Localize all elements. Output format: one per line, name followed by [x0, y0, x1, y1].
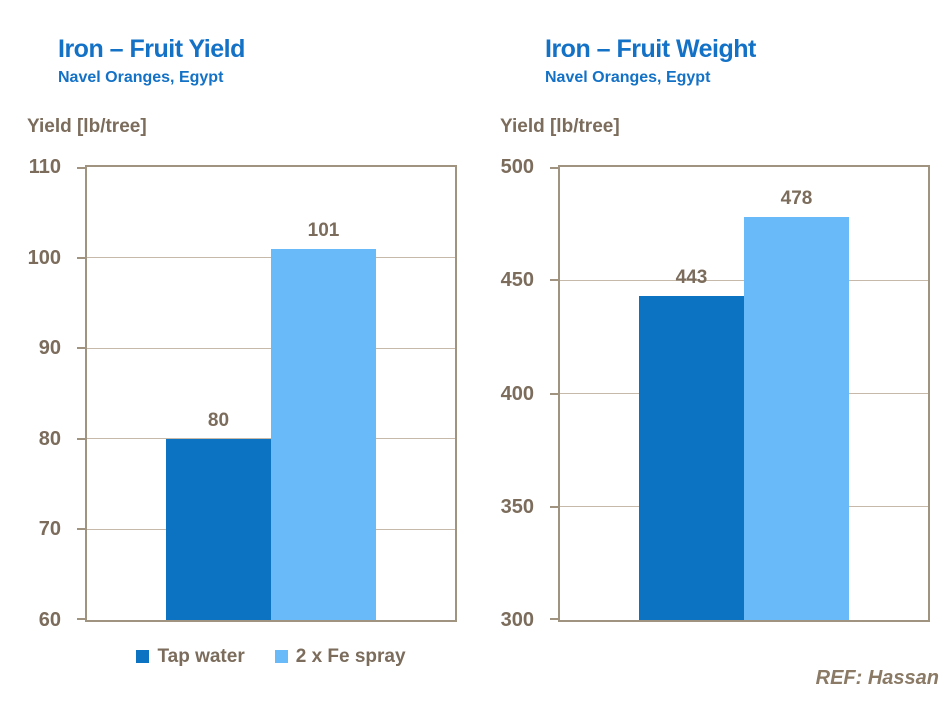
y-tick-label: 450: [500, 269, 534, 292]
chart-fruit-weight: Iron – Fruit Weight Navel Oranges, Egypt…: [473, 0, 949, 709]
plot-area: 60 70 80 90 100 110 80 101: [28, 157, 457, 630]
y-axis-tick: [550, 618, 558, 620]
y-axis-tick: [77, 437, 85, 440]
legend-item-fe-spray: 2 x Fe spray: [274, 645, 406, 667]
y-axis-tick: [77, 256, 85, 259]
y-axis-tick: [77, 618, 85, 620]
y-axis-tick: [550, 505, 558, 508]
y-tick-label: 70: [38, 518, 61, 541]
bar-tap-water: [166, 438, 271, 620]
y-tick-label: 110: [28, 156, 61, 178]
legend-item-tap-water: Tap water: [136, 645, 245, 667]
bar-value-label: 101: [307, 219, 340, 241]
bar-tap-water: [639, 296, 744, 620]
bar-value-label: 80: [207, 409, 230, 431]
chart-title: Iron – Fruit Weight: [545, 35, 756, 63]
y-tick-label: 500: [500, 156, 534, 178]
y-tick-label: 90: [38, 337, 61, 360]
chart-subtitle: Navel Oranges, Egypt: [58, 69, 224, 86]
legend-swatch-dark-blue: [136, 649, 150, 663]
plot-area: 300 350 400 450 500 443 478: [501, 157, 930, 630]
y-axis-tick: [77, 167, 85, 169]
legend: Tap water 2 x Fe spray: [85, 645, 457, 667]
y-axis-tick: [550, 167, 558, 169]
chart-fruit-yield: Iron – Fruit Yield Navel Oranges, Egypt …: [0, 0, 473, 709]
y-tick-label: 400: [500, 382, 534, 405]
y-tick-label: 100: [27, 246, 61, 269]
y-tick-label: 60: [38, 609, 61, 631]
chart-subtitle: Navel Oranges, Egypt: [545, 69, 711, 86]
bar-value-label: 443: [675, 267, 708, 289]
bar-2-x-fe-spray: [744, 216, 849, 620]
legend-label: 2 x Fe spray: [295, 645, 406, 667]
y-tick-label: 80: [38, 427, 61, 450]
bar-value-label: 478: [780, 187, 813, 209]
bar-2-x-fe-spray: [271, 248, 376, 620]
y-tick-label: 300: [500, 609, 534, 631]
y-tick-label: 350: [500, 495, 534, 518]
legend-swatch-light-blue: [274, 649, 288, 663]
legend-label: Tap water: [157, 645, 245, 667]
y-axis-tick: [550, 279, 558, 282]
reference-note: REF: Hassan: [815, 667, 939, 689]
y-axis-tick: [77, 347, 85, 350]
y-axis-title: Yield [lb/tree]: [500, 116, 620, 137]
y-axis-tick: [550, 392, 558, 395]
chart-title: Iron – Fruit Yield: [58, 35, 245, 63]
y-axis-tick: [77, 528, 85, 531]
y-axis-title: Yield [lb/tree]: [27, 116, 147, 137]
